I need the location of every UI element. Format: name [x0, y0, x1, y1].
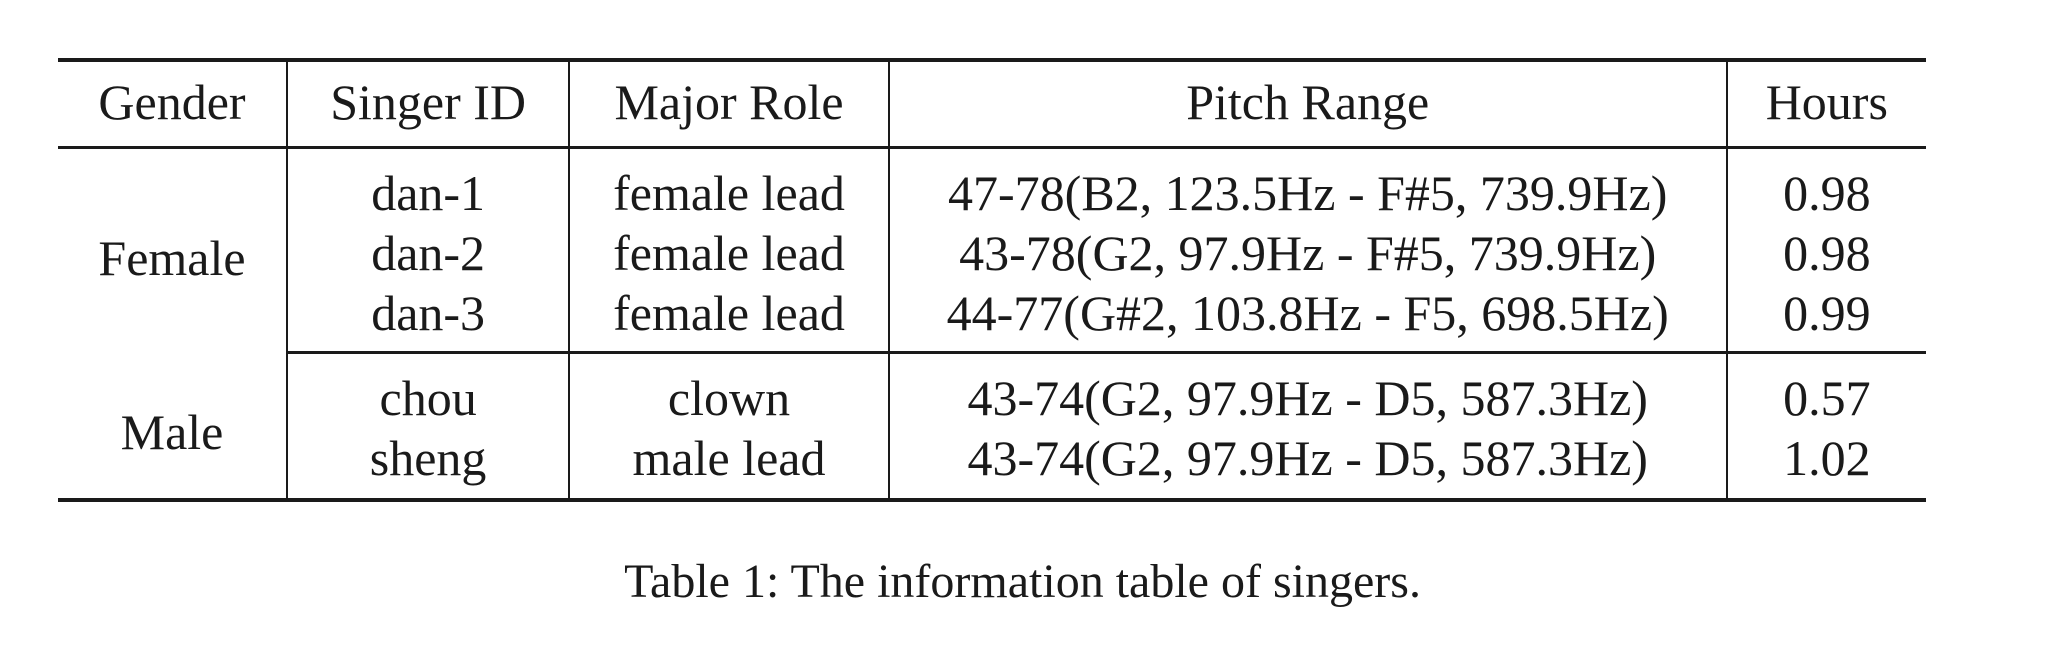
- female-group: Female dan-1 female lead 47-78(B2, 123.5…: [58, 147, 1926, 354]
- singer-id-cell: dan-2: [287, 223, 571, 283]
- table-row: Female dan-1 female lead 47-78(B2, 123.5…: [58, 147, 1926, 353]
- hours-cell: 0.98: [1783, 165, 1871, 221]
- singer-id-cell: dan-3: [287, 283, 571, 354]
- hours-cell: 0.57: [1783, 370, 1871, 426]
- hours-cell: 1.02: [1783, 430, 1871, 486]
- gender-cell-female: Female: [58, 147, 288, 353]
- header-hours: Hours: [1726, 60, 1926, 149]
- header-singer-id: Singer ID: [287, 60, 571, 149]
- role-cell: female lead: [569, 147, 890, 223]
- gender-cell-male: Male: [58, 352, 288, 500]
- singer-id-cell: dan-1: [287, 147, 571, 223]
- pitch-cell: 43-78(G2, 97.9Hz - F#5, 739.9Hz): [888, 223, 1728, 283]
- table-row: sheng male lead 43-74(G2, 97.9Hz - D5, 5…: [58, 428, 1926, 500]
- role-cell: male lead: [569, 428, 890, 500]
- singer-id-cell: sheng: [287, 428, 571, 500]
- table-header: Gender Singer ID Major Role Pitch Range …: [58, 60, 1926, 149]
- header-row: Gender Singer ID Major Role Pitch Range …: [58, 60, 1926, 149]
- role-cell: female lead: [569, 283, 890, 354]
- singer-info-table: Gender Singer ID Major Role Pitch Range …: [58, 58, 1926, 502]
- table-row: dan-3 female lead 44-77(G#2, 103.8Hz - F…: [58, 283, 1926, 354]
- table-row: Male chou clown 43-74(G2, 97.9Hz - D5, 5…: [58, 352, 1926, 500]
- hours-cell: 0.98: [1783, 225, 1871, 281]
- singer-table-container: Gender Singer ID Major Role Pitch Range …: [58, 58, 1926, 502]
- hours-cell: 0.99: [1726, 283, 1926, 354]
- role-cell: clown: [569, 352, 890, 428]
- header-pitch-range: Pitch Range: [888, 60, 1728, 149]
- header-major-role: Major Role: [569, 60, 890, 149]
- table-row: dan-2 female lead 43-78(G2, 97.9Hz - F#5…: [58, 223, 1926, 283]
- header-gender: Gender: [58, 60, 288, 149]
- male-group: Male chou clown 43-74(G2, 97.9Hz - D5, 5…: [58, 352, 1926, 500]
- pitch-cell: 43-74(G2, 97.9Hz - D5, 587.3Hz): [888, 352, 1728, 428]
- singer-id-cell: chou: [287, 352, 571, 428]
- pitch-cell: 43-74(G2, 97.9Hz - D5, 587.3Hz): [888, 428, 1728, 500]
- pitch-cell: 44-77(G#2, 103.8Hz - F5, 698.5Hz): [888, 283, 1728, 354]
- pitch-cell: 47-78(B2, 123.5Hz - F#5, 739.9Hz): [888, 147, 1728, 223]
- role-cell: female lead: [569, 223, 890, 283]
- table-caption: Table 1: The information table of singer…: [624, 555, 1421, 608]
